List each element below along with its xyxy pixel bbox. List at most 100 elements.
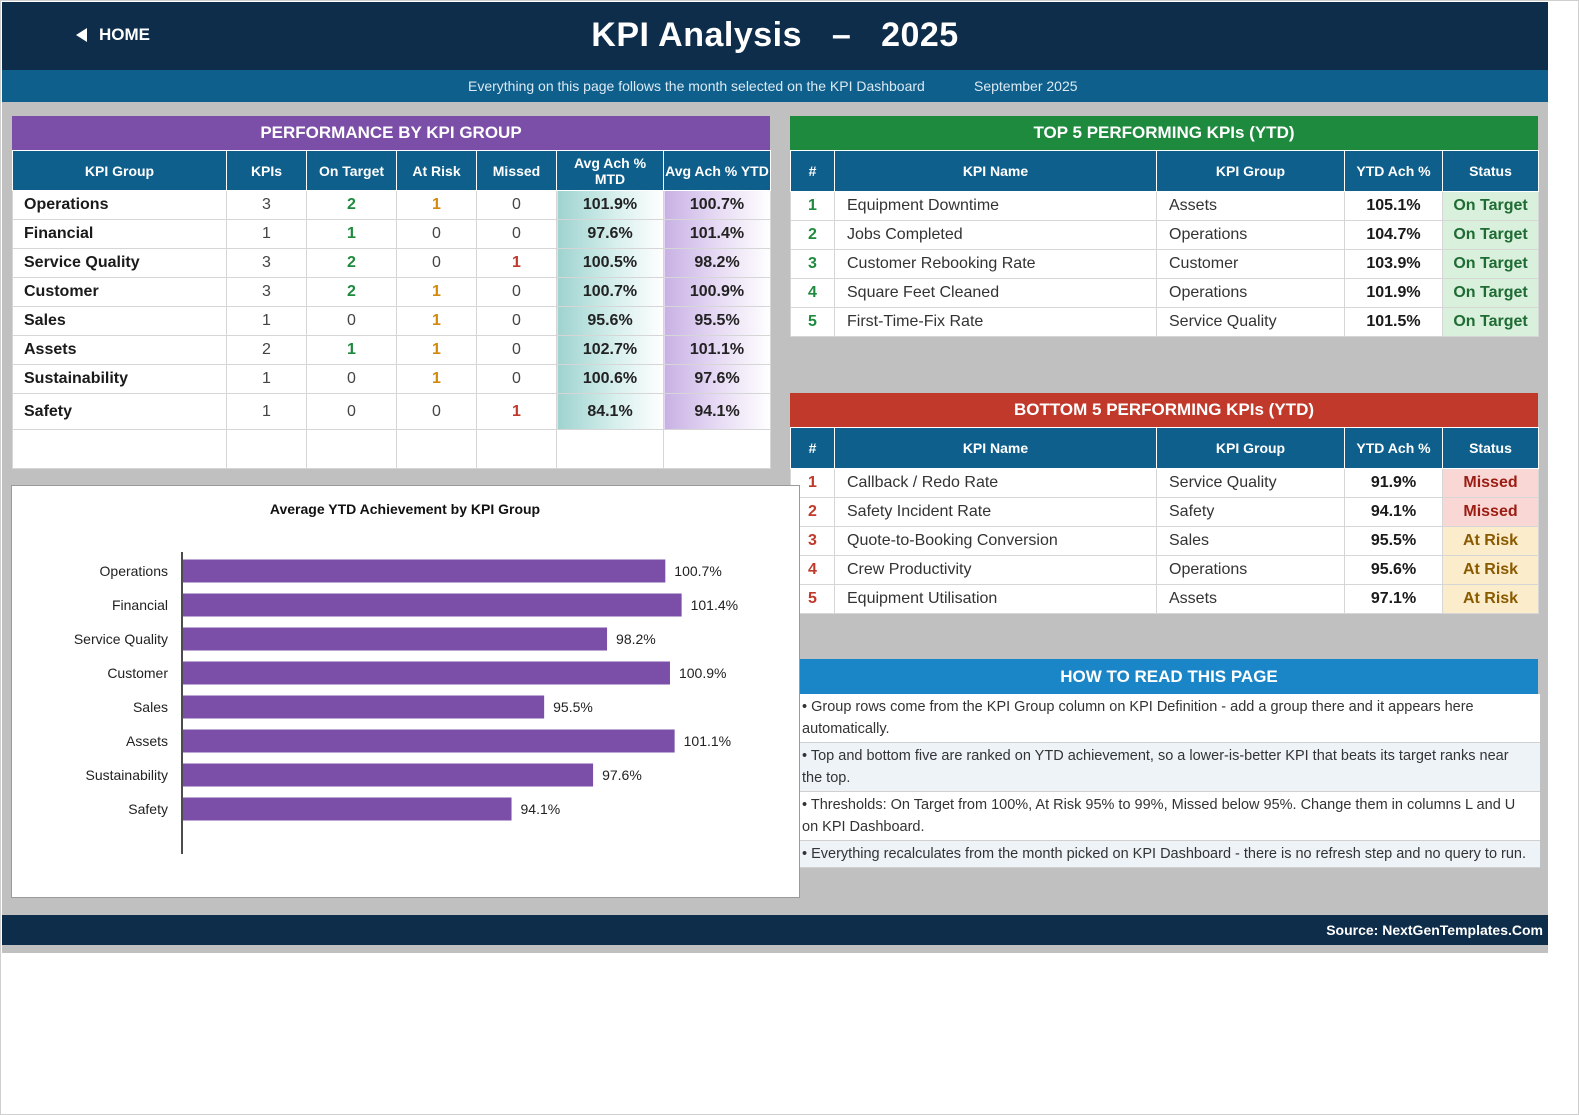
table-row: Sales 1 0 1 0 95.6% 95.5%	[12, 306, 771, 336]
col-header-kpis: KPIs	[226, 150, 307, 191]
subtitle-text: Everything on this page follows the mont…	[468, 78, 925, 94]
kpi-group-cell: Service Quality	[1156, 307, 1345, 337]
kpi-group-cell: Customer	[1156, 249, 1345, 279]
at-risk-cell: 1	[396, 364, 477, 394]
category-tick-label: Safety	[128, 801, 168, 817]
how-to-read-item: • Top and bottom five are ranked on YTD …	[800, 743, 1540, 792]
missed-cell: 1	[476, 393, 557, 430]
rank-cell: 2	[790, 220, 835, 250]
kpi-group-cell: Operations	[1156, 220, 1345, 250]
missed-cell: 0	[476, 277, 557, 307]
ytd-cell: 98.2%	[663, 248, 771, 278]
mtd-cell: 100.7%	[556, 277, 664, 307]
kpis-cell: 3	[226, 277, 307, 307]
footer-bar: Source: NextGenTemplates.Com	[2, 915, 1548, 945]
group-cell: Safety	[12, 393, 227, 430]
ytd-cell: 97.6%	[663, 364, 771, 394]
bar	[183, 627, 608, 651]
performance-header-row: KPI Group KPIs On Target At Risk Missed …	[12, 150, 771, 191]
performance-table: KPI Group KPIs On Target At Risk Missed …	[12, 150, 771, 469]
group-cell: Sustainability	[12, 364, 227, 394]
col-header-status: Status	[1442, 150, 1539, 192]
data-label: 94.1%	[521, 801, 561, 817]
mtd-cell: 102.7%	[556, 335, 664, 365]
status-badge: At Risk	[1442, 555, 1539, 585]
kpi-name-cell: Quote-to-Booking Conversion	[834, 526, 1157, 556]
on-target-cell: 1	[306, 335, 397, 365]
top5-table: # KPI Name KPI Group YTD Ach % Status 1 …	[790, 150, 1539, 337]
rank-cell: 5	[790, 307, 835, 337]
kpi-group-cell: Assets	[1156, 584, 1345, 614]
ytd-ach-cell: 105.1%	[1344, 191, 1443, 221]
status-badge: At Risk	[1442, 584, 1539, 614]
ytd-ach-cell: 103.9%	[1344, 249, 1443, 279]
col-header-kpi-group: KPI Group	[1156, 427, 1345, 469]
data-label: 101.1%	[684, 733, 731, 749]
table-row: 1 Callback / Redo Rate Service Quality 9…	[790, 468, 1539, 498]
group-cell: Operations	[12, 190, 227, 220]
data-label: 100.9%	[679, 665, 726, 681]
missed-cell: 0	[476, 190, 557, 220]
ytd-ach-cell: 104.7%	[1344, 220, 1443, 250]
group-cell: Service Quality	[12, 248, 227, 278]
table-row: 2 Jobs Completed Operations 104.7% On Ta…	[790, 220, 1539, 250]
group-cell: Customer	[12, 277, 227, 307]
missed-cell: 0	[476, 364, 557, 394]
missed-cell: 0	[476, 306, 557, 336]
status-badge: On Target	[1442, 191, 1539, 221]
bar	[183, 661, 670, 685]
ytd-ach-cell: 94.1%	[1344, 497, 1443, 527]
status-badge: On Target	[1442, 278, 1539, 308]
col-header-on-target: On Target	[306, 150, 397, 191]
on-target-cell: 2	[306, 277, 397, 307]
group-cell: Assets	[12, 335, 227, 365]
col-header-ytd-ach: YTD Ach %	[1344, 427, 1443, 469]
data-label: 100.7%	[674, 563, 721, 579]
at-risk-cell: 1	[396, 335, 477, 365]
rank-cell: 1	[790, 191, 835, 221]
on-target-cell: 0	[306, 306, 397, 336]
col-header-rank: #	[790, 427, 835, 469]
mtd-cell: 100.6%	[556, 364, 664, 394]
category-tick-label: Service Quality	[74, 631, 168, 647]
ytd-ach-cell: 95.6%	[1344, 555, 1443, 585]
kpi-name-cell: Equipment Utilisation	[834, 584, 1157, 614]
data-label: 101.4%	[691, 597, 738, 613]
subtitle-bar: Everything on this page follows the mont…	[2, 70, 1548, 102]
on-target-cell: 0	[306, 364, 397, 394]
category-tick-label: Financial	[112, 597, 168, 613]
top5-banner: TOP 5 PERFORMING KPIs (YTD)	[790, 116, 1538, 150]
how-to-read-list: • Group rows come from the KPI Group col…	[800, 694, 1540, 868]
chart-title: Average YTD Achievement by KPI Group	[270, 501, 540, 517]
col-header-status: Status	[1442, 427, 1539, 469]
table-row: 4 Crew Productivity Operations 95.6% At …	[790, 555, 1539, 585]
category-tick-label: Operations	[100, 563, 168, 579]
kpi-name-cell: Equipment Downtime	[834, 191, 1157, 221]
rank-cell: 4	[790, 278, 835, 308]
mtd-cell: 84.1%	[556, 393, 664, 430]
table-row: 3 Quote-to-Booking Conversion Sales 95.5…	[790, 526, 1539, 556]
ytd-achievement-chart: Average YTD Achievement by KPI Group Oper…	[11, 485, 800, 898]
at-risk-cell: 1	[396, 190, 477, 220]
home-button[interactable]: HOME	[76, 25, 150, 45]
table-row: 4 Square Feet Cleaned Operations 101.9% …	[790, 278, 1539, 308]
kpi-group-cell: Assets	[1156, 191, 1345, 221]
ytd-ach-cell: 101.5%	[1344, 307, 1443, 337]
ytd-cell: 95.5%	[663, 306, 771, 336]
header-bar: HOME KPI Analysis – 2025	[2, 2, 1548, 70]
kpis-cell: 1	[226, 306, 307, 336]
at-risk-cell: 0	[396, 248, 477, 278]
home-label: HOME	[99, 25, 150, 44]
bar	[183, 593, 682, 617]
table-row: 1 Equipment Downtime Assets 105.1% On Ta…	[790, 191, 1539, 221]
status-badge: On Target	[1442, 307, 1539, 337]
mtd-cell: 100.5%	[556, 248, 664, 278]
group-cell: Financial	[12, 219, 227, 249]
category-tick-label: Sales	[133, 699, 168, 715]
ytd-ach-cell: 101.9%	[1344, 278, 1443, 308]
status-badge: On Target	[1442, 249, 1539, 279]
table-row: Customer 3 2 1 0 100.7% 100.9%	[12, 277, 771, 307]
ytd-cell: 100.7%	[663, 190, 771, 220]
col-header-ytd-ach: YTD Ach %	[1344, 150, 1443, 192]
bottom5-header-row: # KPI Name KPI Group YTD Ach % Status	[790, 427, 1539, 469]
